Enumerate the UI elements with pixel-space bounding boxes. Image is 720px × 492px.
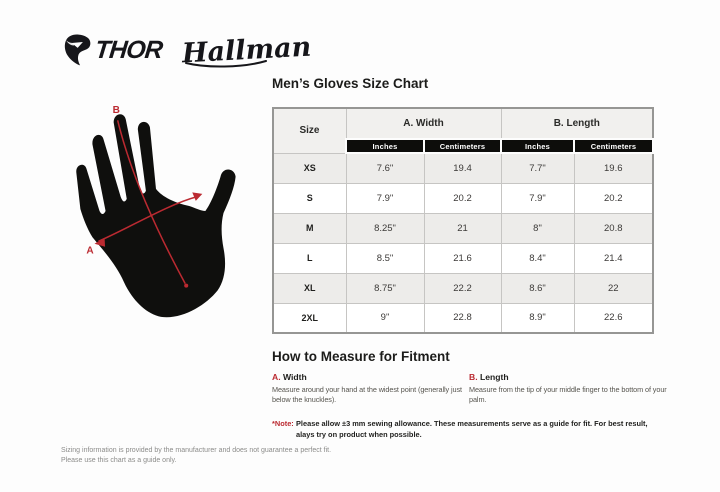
width-inches-value: 8.75" — [345, 272, 425, 304]
width-cm-value: 21 — [423, 212, 502, 244]
length-inches-value: 8.9" — [500, 302, 575, 334]
length-cm-value: 20.8 — [573, 212, 654, 244]
width-inches-value: 7.6" — [345, 152, 425, 184]
column-group-length: B. Length — [500, 107, 654, 140]
sewing-allowance-note: *Note: Please allow ±3 mm sewing allowan… — [272, 419, 666, 440]
table-group-header-row: Size A. Width B. Length — [272, 107, 654, 154]
table-row-xl: XL 8.75" 22.2 8.6" 22 — [272, 272, 654, 304]
note-text: Please allow ±3 mm sewing allowance. The… — [296, 419, 648, 439]
table-row-2xl: 2XL 9" 22.8 8.9" 22.6 — [272, 302, 654, 334]
length-cm-value: 20.2 — [573, 182, 654, 214]
column-header-size: Size — [272, 107, 347, 154]
width-cm-value: 21.6 — [423, 242, 502, 274]
measure-length-section: B. Length Measure from the tip of your m… — [469, 372, 669, 405]
size-label: XS — [272, 152, 347, 184]
table-row-l: L 8.5" 21.6 8.4" 21.4 — [272, 242, 654, 274]
size-chart-table: Size A. Width B. Length Inches Centimete… — [272, 107, 655, 334]
width-cm-value: 22.8 — [423, 302, 502, 334]
sizing-disclaimer: Sizing information is provided by the ma… — [61, 446, 331, 465]
length-inches-value: 7.9" — [500, 182, 575, 214]
table-subheader-row: Inches Centimeters Inches Centimeters — [273, 138, 655, 154]
length-inches-value: 7.7" — [500, 152, 575, 184]
width-cm-value: 19.4 — [423, 152, 502, 184]
glove-measurement-diagram: B A — [76, 105, 236, 318]
size-label: L — [272, 242, 347, 274]
column-header-width-inches: Inches — [345, 138, 425, 154]
size-label: 2XL — [272, 302, 347, 334]
width-inches-value: 7.9" — [345, 182, 425, 214]
measure-width-heading: A. Width — [272, 372, 472, 382]
column-header-length-centimeters: Centimeters — [572, 138, 655, 154]
thor-logo-text: THOR — [93, 35, 164, 64]
width-measure-line — [98, 196, 197, 242]
table-row-m: M 8.25" 21 8" 20.8 — [272, 212, 654, 244]
disclaimer-line-2: Please use this chart as a guide only. — [61, 456, 177, 464]
size-label: XL — [272, 272, 347, 304]
measure-width-section: A. Width Measure around your hand at the… — [272, 372, 472, 405]
hallman-logo: Hallman — [181, 31, 312, 69]
width-cm-value: 22.2 — [423, 272, 502, 304]
length-measure-line — [116, 120, 186, 284]
length-cm-value: 19.6 — [573, 152, 654, 184]
measure-length-text: Measure from the tip of your middle fing… — [469, 385, 667, 404]
measure-width-label: Width — [282, 372, 307, 382]
width-inches-value: 8.25" — [345, 212, 425, 244]
hand-silhouette — [76, 114, 236, 318]
width-line-arrow-left — [94, 237, 106, 247]
label-a: A — [86, 245, 94, 256]
length-inches-value: 8.6" — [500, 272, 575, 304]
thor-helmet-icon — [64, 34, 91, 66]
measure-length-heading: B. Length — [469, 372, 669, 382]
size-label: M — [272, 212, 347, 244]
width-inches-value: 8.5" — [345, 242, 425, 274]
brand-logos: THOR Hallman — [64, 26, 312, 74]
how-to-measure-heading: How to Measure for Fitment — [272, 349, 450, 364]
width-cm-value: 20.2 — [423, 182, 502, 214]
thor-logo: THOR — [64, 31, 164, 69]
length-cm-value: 22.6 — [573, 302, 654, 334]
length-line-endpoint — [184, 283, 189, 288]
measure-length-prefix: B. — [469, 372, 478, 382]
disclaimer-line-1: Sizing information is provided by the ma… — [61, 447, 332, 454]
label-b: B — [113, 105, 120, 116]
column-group-width: A. Width — [345, 107, 502, 140]
width-line-arrow-right — [192, 192, 203, 201]
table-row-xs: XS 7.6" 19.4 7.7" 19.6 — [272, 152, 654, 184]
width-inches-value: 9" — [345, 302, 425, 334]
size-label: S — [272, 182, 347, 214]
length-cm-value: 21.4 — [573, 242, 654, 274]
table-row-s: S 7.9" 20.2 7.9" 20.2 — [272, 182, 654, 214]
length-inches-value: 8.4" — [500, 242, 575, 274]
length-inches-value: 8" — [500, 212, 575, 244]
page-title: Men’s Gloves Size Chart — [272, 76, 429, 91]
hallman-underline-swash — [184, 59, 267, 67]
column-header-width-centimeters: Centimeters — [423, 138, 502, 154]
length-cm-value: 22 — [573, 272, 654, 304]
measure-length-label: Length — [479, 372, 509, 382]
measure-width-prefix: A. — [272, 372, 281, 382]
note-label: *Note: — [272, 419, 294, 428]
measure-width-text: Measure around your hand at the widest p… — [272, 385, 462, 404]
column-header-length-inches: Inches — [500, 138, 575, 154]
